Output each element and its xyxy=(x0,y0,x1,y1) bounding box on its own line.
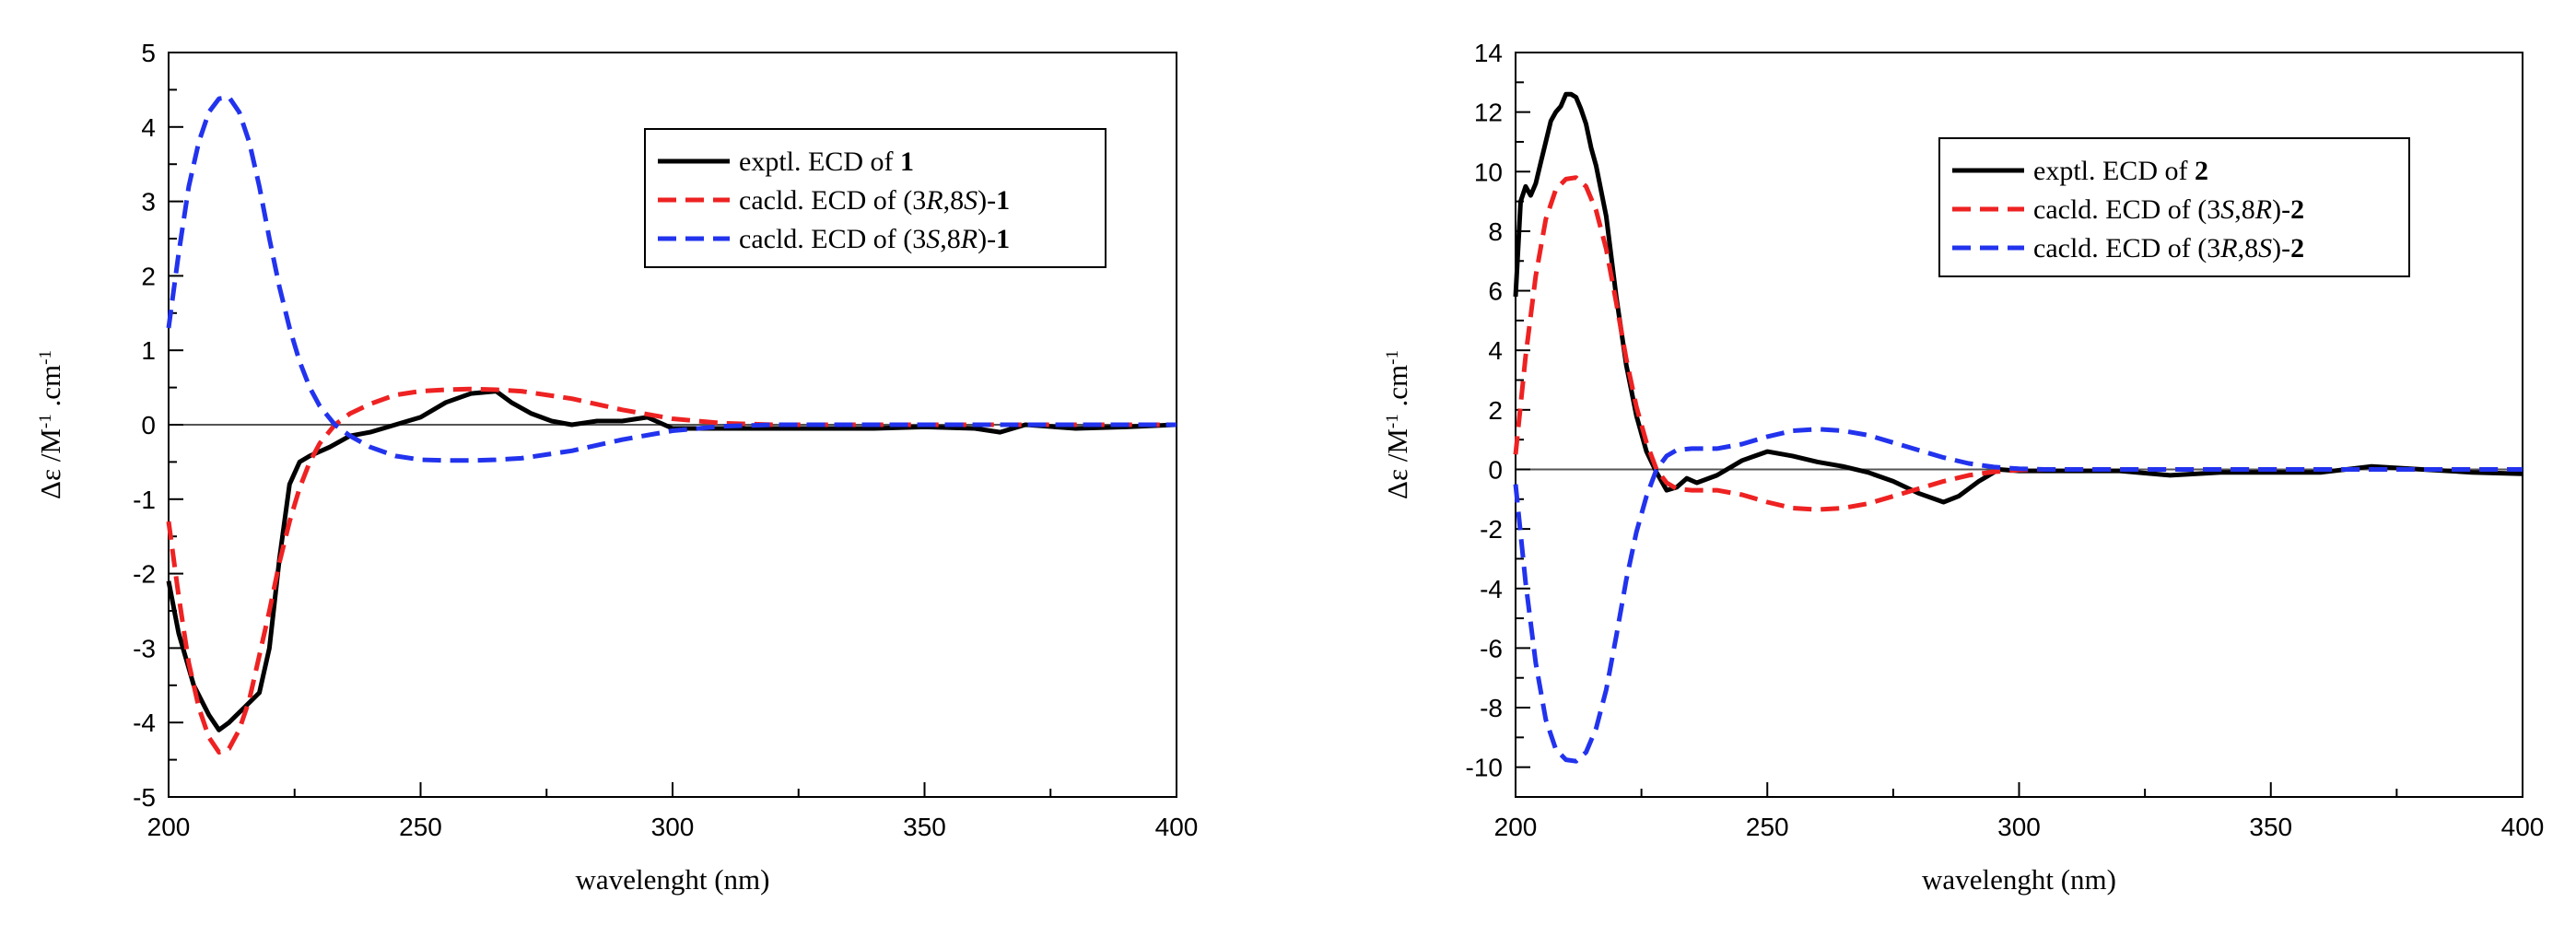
x-tick-label: 400 xyxy=(2501,813,2545,841)
y-tick-label: 14 xyxy=(1474,39,1503,67)
y-tick-label: -3 xyxy=(133,634,156,662)
x-tick-label: 400 xyxy=(1155,813,1199,841)
y-tick-label: 2 xyxy=(141,262,156,290)
y-tick-label: -5 xyxy=(133,783,156,812)
legend-label-2: cacld. ECD of (3R,8S)-1 xyxy=(739,185,1010,216)
legend-label-2: cacld. ECD of (3S,8R)-2 xyxy=(2033,194,2304,225)
y-tick-label: 1 xyxy=(141,336,156,365)
ecd-chart-compound-2: 200 250 300 350 400 -10 -8 -6 -4 -2 0 2 4 6 8 10 12 14 wav… xyxy=(1381,39,2544,896)
x-tick-label: 350 xyxy=(2249,813,2292,841)
y-tick-label: 0 xyxy=(1488,455,1503,484)
y-axis-title: Δε /M-1 .cm-1 xyxy=(34,350,66,499)
x-axis-title: wavelenght (nm) xyxy=(576,863,770,896)
y-tick-label: -4 xyxy=(133,709,156,737)
y-tick-label: -2 xyxy=(133,560,156,589)
y-tick-label: 4 xyxy=(141,113,156,142)
legend-label-1: exptl. ECD of 1 xyxy=(739,146,914,177)
legend-box xyxy=(644,128,1107,268)
y-axis-title: Δε /M-1 .cm-1 xyxy=(1381,350,1413,499)
legend: exptl. ECD of 1 cacld. ECD of (3R,8S)-1 ca… xyxy=(644,128,1107,268)
legend-label-3: cacld. ECD of (3S,8R)-1 xyxy=(739,224,1010,254)
y-tick-label: 8 xyxy=(1488,217,1503,246)
y-tick-label: 4 xyxy=(1488,336,1503,365)
legend-label-1: exptl. ECD of 2 xyxy=(2033,156,2208,186)
y-tick-label: -1 xyxy=(133,486,156,514)
y-tick-label: -6 xyxy=(1480,634,1503,662)
series-line-1 xyxy=(1513,91,2523,505)
series-line-3 xyxy=(1513,427,2523,764)
y-tick-label: 3 xyxy=(141,188,156,217)
x-axis-title: wavelenght (nm) xyxy=(1922,863,2116,896)
x-tick-label: 250 xyxy=(399,813,442,841)
y-tick-label: 5 xyxy=(141,39,156,67)
x-tick-label: 300 xyxy=(651,813,695,841)
y-tick-label: 12 xyxy=(1474,99,1503,127)
series-line-3 xyxy=(166,95,1177,463)
legend-label-3: cacld. ECD of (3R,8S)-2 xyxy=(2033,233,2304,264)
series-line-1 xyxy=(166,389,1177,732)
x-tick-label: 300 xyxy=(1997,813,2041,841)
series-line-2 xyxy=(166,386,1177,755)
y-tick-label: 2 xyxy=(1488,396,1503,425)
x-tick-label: 200 xyxy=(1494,813,1538,841)
y-tick-label: -2 xyxy=(1480,515,1503,544)
ecd-chart-compound-1: 200 250 300 350 400 -5 -4 -3 -2 -1 0 1 2 3 4 5 wavelengh… xyxy=(34,39,1198,896)
legend: exptl. ECD of 2 cacld. ECD of (3S,8R)-2 ca… xyxy=(1938,137,2410,277)
x-tick-label: 250 xyxy=(1746,813,1789,841)
x-tick-label: 200 xyxy=(147,813,191,841)
y-tick-label: 6 xyxy=(1488,277,1503,306)
x-tick-label: 350 xyxy=(903,813,946,841)
y-tick-label: 0 xyxy=(141,411,156,439)
y-tick-label: -4 xyxy=(1480,575,1503,603)
y-tick-label: -10 xyxy=(1466,754,1503,782)
y-tick-label: -8 xyxy=(1480,694,1503,722)
y-tick-label: 10 xyxy=(1474,158,1503,186)
